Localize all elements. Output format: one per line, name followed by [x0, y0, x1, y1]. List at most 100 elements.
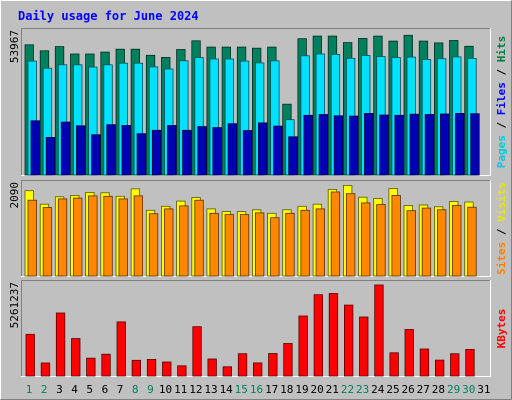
- bar-pages-day-9: [151, 129, 162, 176]
- bar-sites-day-11: [179, 205, 189, 277]
- bar-sites-day-10: [164, 208, 174, 277]
- bar-sites-day-5: [88, 195, 98, 277]
- side-legend-segment: Sites: [495, 242, 508, 275]
- x-tick-label: 6: [102, 383, 109, 396]
- bar-kbytes-day-9: [146, 358, 157, 377]
- bar-kbytes-day-24: [374, 284, 384, 377]
- bar-kbytes-day-8: [131, 359, 142, 377]
- bar-sites-day-18: [285, 212, 295, 277]
- panel-kbytes: 5261237 KBytes: [8, 280, 508, 377]
- bar-pages-day-18: [288, 136, 298, 176]
- bar-pages-day-14: [227, 123, 238, 176]
- bar-sites-day-12: [194, 199, 204, 277]
- x-tick-label: 26: [401, 383, 414, 396]
- bar-kbytes-day-11: [177, 365, 187, 377]
- chart-panels: 53967 Pages / Files / Hits 2090 Sites / Vis…: [8, 28, 508, 377]
- bar-pages-day-7: [121, 125, 131, 176]
- chart-title: Daily usage for June 2024: [18, 9, 199, 23]
- bar-pages-day-20: [318, 114, 329, 176]
- bar-sites-day-16: [254, 212, 265, 277]
- side-legend-segment: Hits: [495, 36, 508, 63]
- bar-kbytes-day-14: [222, 366, 233, 377]
- bar-kbytes-day-27: [419, 348, 430, 377]
- bar-sites-day-6: [103, 195, 113, 277]
- bar-kbytes-day-22: [343, 304, 354, 377]
- x-tick-label: 19: [295, 383, 308, 396]
- bar-sites-day-7: [118, 198, 128, 277]
- x-tick-label: 16: [250, 383, 263, 396]
- bar-kbytes-day-6: [101, 353, 111, 377]
- bar-pages-day-5: [91, 134, 101, 176]
- bar-pages-day-2: [45, 136, 56, 176]
- bar-sites-day-3: [57, 198, 68, 277]
- side-legend-segment: /: [495, 115, 508, 135]
- panel-hits-files-pages: 53967 Pages / Files / Hits: [8, 28, 508, 176]
- bar-kbytes-day-17: [268, 353, 278, 377]
- bar-kbytes-day-20: [313, 294, 324, 377]
- x-tick-label: 1: [26, 383, 33, 396]
- bar-sites-day-17: [270, 217, 280, 277]
- panel-max-label: 53967: [8, 30, 21, 63]
- bar-pages-day-10: [167, 125, 177, 176]
- bar-kbytes-day-4: [71, 338, 81, 377]
- bar-kbytes-day-1: [25, 333, 35, 377]
- x-tick-label: 18: [280, 383, 293, 396]
- bar-sites-day-19: [300, 209, 310, 277]
- bar-pages-day-27: [424, 114, 435, 176]
- side-legend-segment: /: [495, 62, 508, 82]
- bar-sites-day-21: [330, 191, 341, 277]
- bar-pages-day-11: [182, 129, 192, 176]
- x-tick-label: 3: [56, 383, 63, 396]
- bar-sites-day-25: [391, 194, 401, 277]
- x-tick-label: 12: [189, 383, 202, 396]
- bar-kbytes-day-25: [389, 352, 399, 377]
- bar-sites-day-1: [27, 199, 37, 277]
- bar-sites-day-26: [406, 210, 416, 277]
- bar-pages-day-3: [60, 121, 71, 176]
- x-tick-label: 8: [132, 383, 139, 396]
- bar-sites-day-9: [148, 213, 159, 277]
- bar-pages-day-4: [76, 125, 86, 176]
- bar-pages-day-29: [455, 113, 465, 176]
- bar-sites-day-14: [224, 214, 235, 277]
- side-legend-segment: Pages: [495, 135, 508, 168]
- bar-sites-day-15: [239, 214, 250, 277]
- bar-pages-day-26: [409, 113, 419, 176]
- bar-pages-day-24: [379, 114, 389, 176]
- x-tick-label: 10: [159, 383, 172, 396]
- side-legend-segment: Files: [495, 82, 508, 115]
- bar-kbytes-day-7: [116, 321, 126, 377]
- x-tick-label: 22: [341, 383, 354, 396]
- bar-kbytes-day-5: [86, 357, 96, 377]
- x-tick-label: 5: [86, 383, 93, 396]
- bar-kbytes-day-12: [192, 326, 202, 377]
- x-tick-label: 30: [462, 383, 475, 396]
- bar-sites-day-2: [42, 207, 53, 277]
- bar-pages-day-15: [242, 130, 253, 176]
- bar-kbytes-day-15: [237, 353, 248, 377]
- x-tick-label: 20: [310, 383, 323, 396]
- x-tick-label: 25: [386, 383, 399, 396]
- bar-kbytes-day-30: [465, 348, 475, 377]
- bar-pages-day-16: [257, 122, 268, 176]
- bar-sites-day-23: [361, 202, 371, 277]
- bar-sites-day-28: [436, 209, 447, 277]
- bar-pages-day-30: [470, 113, 480, 176]
- x-tick-label: 15: [235, 383, 248, 396]
- x-tick-label: 31: [477, 383, 490, 396]
- x-tick-label: 24: [371, 383, 385, 396]
- x-tick-label: 28: [432, 383, 445, 396]
- x-tick-label: 21: [326, 383, 339, 396]
- bar-sites-day-22: [345, 193, 356, 277]
- bar-pages-day-17: [273, 125, 283, 176]
- bar-pages-day-21: [333, 115, 344, 176]
- panel-visits-sites: 2090 Sites / Visits: [8, 180, 508, 277]
- bar-sites-day-13: [209, 212, 219, 277]
- bar-sites-day-27: [421, 207, 432, 277]
- bar-kbytes-day-26: [404, 329, 414, 377]
- bar-pages-day-6: [106, 124, 116, 176]
- bar-pages-day-13: [212, 127, 222, 176]
- bar-pages-day-25: [394, 114, 404, 176]
- side-legend-segment: KBytes: [495, 309, 508, 349]
- panel-side-legend: Sites / Visits: [495, 182, 508, 275]
